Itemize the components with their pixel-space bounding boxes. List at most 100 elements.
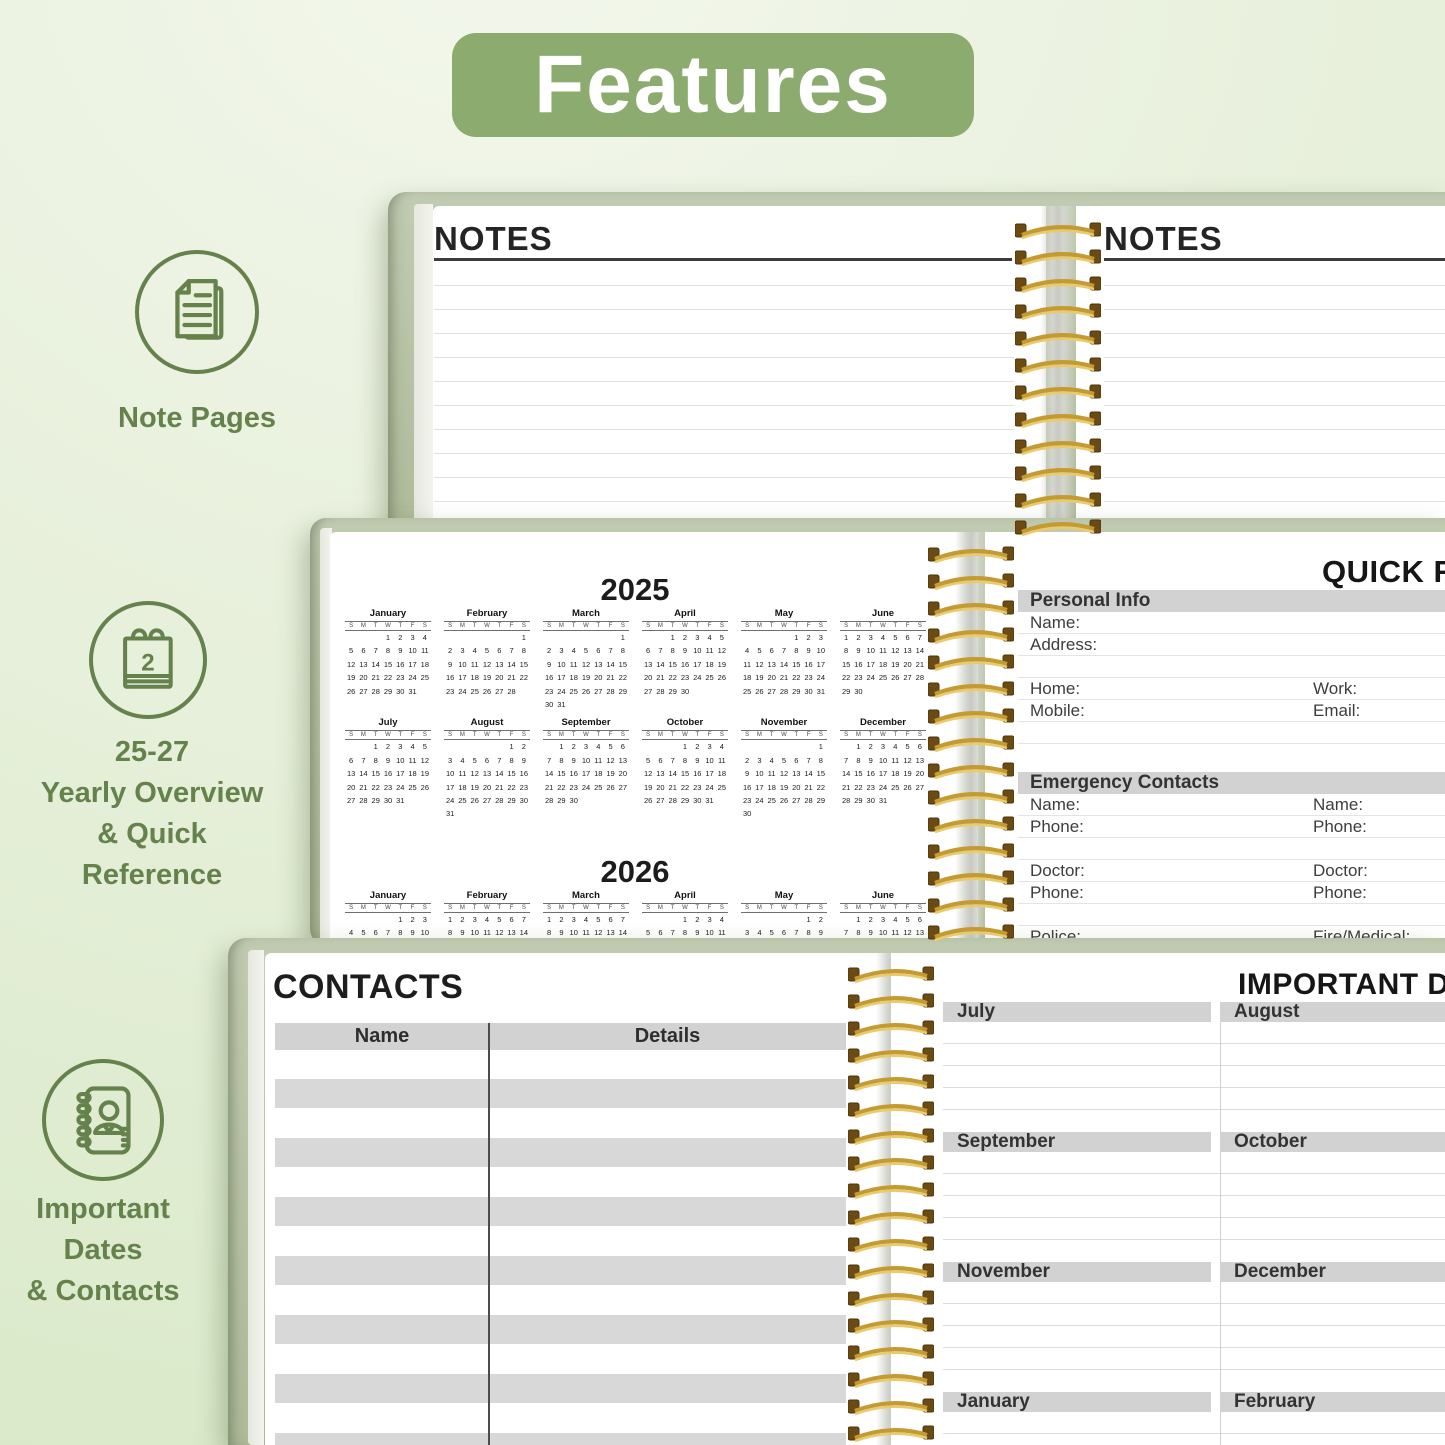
day-number: 8 [373, 755, 378, 765]
field-row: Home: Work: [1018, 678, 1445, 700]
day-letter: M [756, 732, 762, 739]
day-number: 28 [507, 686, 516, 696]
day-number: 26 [903, 782, 912, 792]
day-letter: M [855, 623, 861, 629]
mini-month-name: April [674, 890, 696, 901]
contacts-row [275, 1345, 846, 1374]
spiral-coil [1014, 461, 1102, 488]
feature-label-yearly-overview: 25-27 Yearly Overview & Quick Reference [12, 732, 292, 896]
day-number: 6 [373, 928, 378, 938]
day-number: 7 [670, 755, 675, 765]
day-number: 7 [794, 928, 799, 938]
empty-day-cell [741, 913, 753, 926]
empty-day-cell [357, 740, 369, 753]
day-number: 10 [878, 755, 888, 765]
empty-day-cell [778, 740, 790, 753]
day-number: 23 [854, 673, 863, 683]
day-letter: S [818, 905, 823, 911]
day-number: 27 [767, 686, 776, 696]
day-number: 11 [483, 928, 491, 938]
day-number: 7 [547, 755, 552, 765]
mini-month: July S M T W T F S 1 2 3 4 5 6 7 8 9 10 11 12 13 14 15 16 17 18 19… [345, 717, 431, 820]
day-number: 27 [495, 686, 504, 696]
day-number: 2 [398, 633, 403, 642]
day-number: 1 [448, 915, 453, 924]
day-number: 31 [396, 796, 405, 806]
day-number: 10 [816, 646, 826, 656]
quick-ref-section: Personal Info Name: Address: Home: Work: Mobi… [1018, 590, 1445, 744]
day-number: 7 [844, 928, 849, 938]
spiral-coil [927, 893, 1015, 920]
day-number: 13 [495, 659, 504, 669]
day-number: 14 [668, 769, 677, 779]
ruled-line [943, 1044, 1445, 1066]
day-number: 10 [557, 659, 566, 669]
day-letter: M [657, 623, 663, 629]
day-number: 29 [618, 686, 628, 696]
day-number: 21 [668, 782, 677, 792]
day-number: 7 [509, 646, 514, 656]
field-label: Phone: [1313, 817, 1367, 836]
day-number: 31 [705, 796, 714, 806]
day-number: 25 [458, 796, 467, 806]
day-letter: T [472, 732, 477, 739]
day-number: 8 [682, 928, 688, 938]
field-label: Work: [1313, 679, 1358, 698]
day-number: 26 [606, 782, 615, 792]
day-number: 3 [757, 755, 762, 765]
spiral-coil [847, 1097, 935, 1124]
day-number: 26 [482, 686, 492, 696]
day-letter: W [385, 732, 391, 739]
day-number: 20 [792, 782, 801, 792]
day-letter: M [558, 905, 564, 911]
field-label: Name: [1030, 613, 1081, 632]
empty-day-cell [481, 740, 493, 753]
day-number: 21 [371, 673, 380, 683]
day-letter: W [484, 905, 490, 911]
day-number: 6 [620, 742, 625, 752]
day-number: 23 [383, 782, 393, 792]
empty-day-cell [840, 740, 852, 753]
day-number: 10 [866, 646, 875, 656]
day-number: 11 [891, 928, 900, 938]
day-letter: T [769, 905, 774, 911]
mini-month-name: May [774, 890, 794, 901]
day-number: 10 [569, 928, 578, 938]
day-number: 6 [361, 646, 366, 656]
empty-day-cell [766, 913, 778, 926]
day-number: 2 [695, 742, 700, 752]
feature-label-line: 25-27 [114, 736, 190, 768]
day-number: 5 [361, 928, 366, 938]
empty-day-cell [753, 913, 765, 926]
day-number: 8 [670, 646, 675, 656]
day-number: 6 [917, 915, 922, 924]
address-book-icon [75, 1085, 131, 1155]
day-number: 1 [547, 915, 552, 924]
day-letter: M [855, 732, 861, 739]
day-number: 16 [519, 769, 529, 779]
day-number: 29 [792, 686, 801, 696]
day-number: 3 [398, 742, 403, 752]
day-number: 3 [707, 915, 712, 924]
day-letter: F [806, 732, 811, 739]
day-number: 3 [583, 742, 589, 752]
mini-month-name: August [470, 717, 504, 729]
day-number: 30 [569, 796, 578, 806]
day-number: 4 [349, 928, 354, 938]
day-number: 14 [519, 928, 529, 938]
day-number: 24 [408, 673, 417, 683]
day-letter: T [373, 905, 378, 911]
day-number: 1 [794, 633, 799, 642]
month-label: August [1220, 1002, 1445, 1022]
spiral-coil [847, 1070, 935, 1097]
empty-day-cell [766, 631, 778, 644]
day-number: 24 [458, 686, 467, 696]
day-number: 13 [643, 659, 653, 669]
day-letter: S [646, 905, 651, 911]
day-letter: T [695, 623, 700, 629]
day-number: 11 [408, 755, 417, 765]
month-label: July [943, 1002, 1211, 1022]
